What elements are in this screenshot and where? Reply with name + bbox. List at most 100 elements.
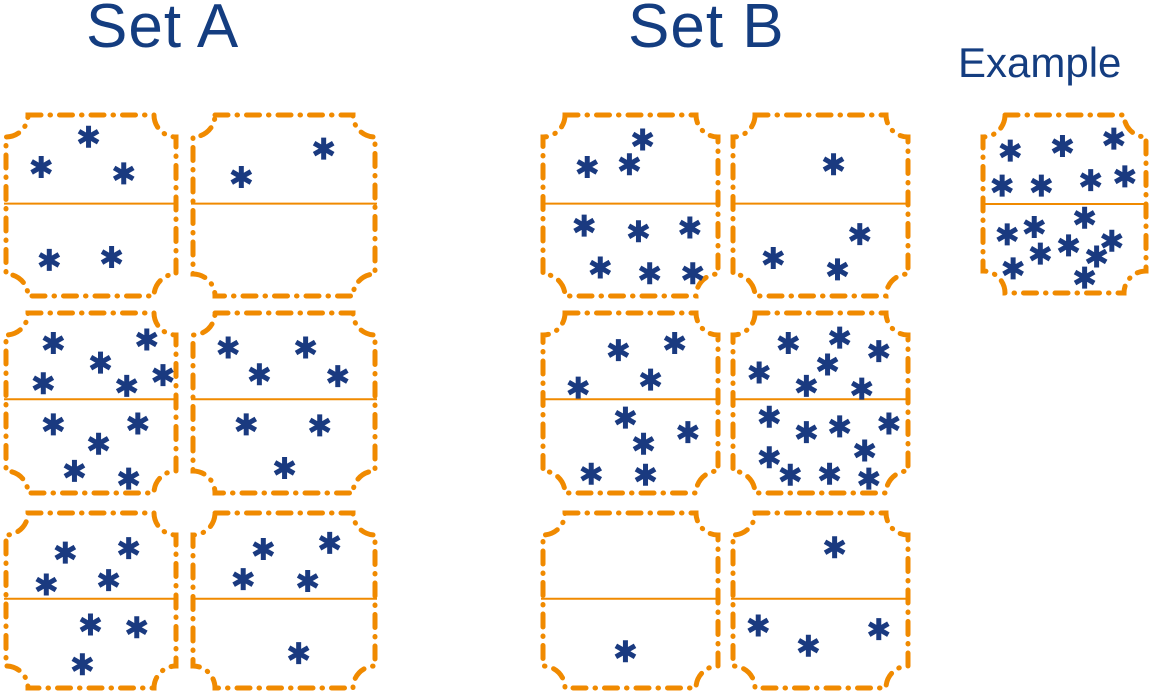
- domino-outline: [3, 112, 179, 299]
- asterisk-icon: [639, 368, 662, 391]
- asterisk-icon: [1002, 257, 1024, 280]
- asterisk-icon: [318, 531, 341, 554]
- asterisk-icon: [112, 162, 135, 185]
- asterisk-icon: [252, 538, 275, 561]
- asterisk-icon: [1073, 206, 1096, 229]
- domino-outline: [980, 112, 1149, 296]
- asterisk-icon: [235, 413, 258, 436]
- set-b-title: Set B: [628, 0, 785, 61]
- asterisk-icon: [217, 336, 239, 359]
- asterisk-icon: [589, 256, 612, 279]
- asterisk-icon: [828, 415, 851, 438]
- asterisk-icon: [117, 537, 140, 560]
- domino-b5: [540, 510, 721, 691]
- asterisk-icon: [296, 569, 319, 592]
- asterisk-icon: [573, 214, 595, 237]
- asterisk-icon: [677, 421, 699, 444]
- domino-outline: [730, 310, 911, 496]
- domino-outline: [730, 112, 911, 299]
- asterisk-icon: [312, 137, 335, 160]
- asterisk-icon: [818, 462, 841, 485]
- asterisk-icon: [816, 353, 839, 376]
- domino-outline: [3, 510, 179, 691]
- asterisk-icon: [1079, 169, 1102, 192]
- domino-b2: [730, 112, 911, 299]
- domino-outline: [190, 112, 378, 299]
- asterisk-icon: [1029, 242, 1052, 265]
- asterisk-icon: [634, 463, 657, 486]
- domino-outline: [3, 310, 179, 496]
- domino-outline: [540, 310, 721, 496]
- asterisk-icon: [878, 412, 900, 435]
- asterisk-icon: [1085, 245, 1108, 268]
- asterisk-icon: [580, 462, 603, 485]
- asterisk-icon: [115, 374, 138, 397]
- asterisk-icon: [89, 351, 112, 374]
- asterisk-icon: [248, 363, 271, 386]
- asterisk-icon: [823, 536, 846, 559]
- asterisk-icon: [681, 262, 704, 285]
- asterisk-icon: [30, 155, 53, 178]
- asterisk-icon: [35, 573, 58, 596]
- asterisk-icon: [100, 246, 123, 269]
- asterisk-icon: [850, 377, 873, 400]
- asterisk-icon: [996, 223, 1019, 246]
- domino-b4: [730, 310, 911, 496]
- domino-example: [980, 112, 1149, 296]
- asterisk-icon: [991, 174, 1013, 197]
- domino-a2: [190, 112, 378, 299]
- asterisk-icon: [294, 336, 317, 359]
- asterisk-icon: [79, 613, 102, 636]
- asterisk-icon: [125, 616, 148, 639]
- asterisk-icon: [607, 339, 630, 362]
- asterisk-icon: [632, 432, 655, 455]
- asterisk-icon: [287, 642, 310, 665]
- asterisk-icon: [858, 467, 880, 490]
- asterisk-icon: [54, 541, 77, 564]
- asterisk-icon: [1030, 174, 1053, 197]
- asterisk-icon: [1103, 127, 1125, 150]
- asterisk-icon: [1101, 229, 1123, 252]
- asterisk-icon: [758, 446, 781, 469]
- asterisk-icon: [779, 463, 802, 486]
- asterisk-icon: [152, 364, 174, 387]
- asterisk-icon: [1073, 266, 1096, 289]
- domino-a6: [190, 510, 378, 691]
- asterisk-icon: [999, 139, 1022, 162]
- asterisk-icon: [618, 153, 641, 176]
- asterisk-icon: [117, 467, 140, 490]
- domino-outline: [730, 510, 911, 691]
- asterisk-icon: [1023, 216, 1046, 238]
- domino-a1: [3, 112, 179, 299]
- domino-b6: [730, 510, 911, 691]
- domino-a3: [3, 310, 179, 496]
- asterisk-icon: [747, 614, 770, 637]
- asterisk-icon: [828, 326, 851, 349]
- asterisk-icon: [614, 640, 637, 663]
- domino-outline: [540, 112, 721, 299]
- asterisk-icon: [797, 634, 820, 657]
- asterisk-icon: [627, 220, 650, 243]
- asterisk-icon: [97, 569, 120, 592]
- domino-outline: [540, 510, 721, 691]
- asterisk-icon: [638, 262, 661, 285]
- asterisk-icon: [308, 414, 331, 437]
- asterisk-icon: [576, 155, 599, 178]
- asterisk-icon: [232, 568, 255, 591]
- asterisk-icon: [87, 432, 110, 455]
- asterisk-icon: [867, 618, 890, 641]
- asterisk-icon: [38, 248, 61, 271]
- asterisk-icon: [826, 258, 849, 281]
- asterisk-icon: [127, 412, 149, 435]
- asterisk-icon: [795, 421, 818, 444]
- domino-outline: [190, 310, 378, 496]
- asterisk-icon: [822, 153, 845, 176]
- domino-b1: [540, 112, 721, 299]
- set-a-title: Set A: [86, 0, 240, 61]
- asterisk-icon: [135, 328, 158, 351]
- asterisk-icon: [777, 332, 800, 355]
- asterisk-icon: [230, 166, 253, 189]
- asterisk-icon: [42, 332, 65, 355]
